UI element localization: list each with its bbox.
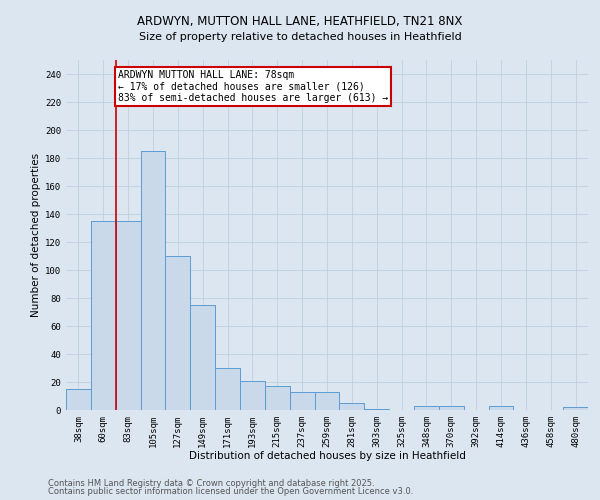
Bar [116, 221, 140, 410]
Text: Contains public sector information licensed under the Open Government Licence v3: Contains public sector information licen… [48, 487, 413, 496]
Text: ARDWYN MUTTON HALL LANE: 78sqm
← 17% of detached houses are smaller (126)
83% of: ARDWYN MUTTON HALL LANE: 78sqm ← 17% of … [118, 70, 388, 103]
X-axis label: Distribution of detached houses by size in Heathfield: Distribution of detached houses by size … [188, 452, 466, 462]
Bar [190, 305, 215, 410]
Bar [364, 408, 389, 410]
Bar [314, 392, 340, 410]
Bar [240, 380, 265, 410]
Bar [340, 403, 364, 410]
Bar [140, 151, 166, 410]
Bar [215, 368, 240, 410]
Bar [290, 392, 314, 410]
Bar [265, 386, 290, 410]
Bar [166, 256, 190, 410]
Text: Size of property relative to detached houses in Heathfield: Size of property relative to detached ho… [139, 32, 461, 42]
Text: ARDWYN, MUTTON HALL LANE, HEATHFIELD, TN21 8NX: ARDWYN, MUTTON HALL LANE, HEATHFIELD, TN… [137, 15, 463, 28]
Bar [66, 389, 91, 410]
Bar [488, 406, 514, 410]
Bar [414, 406, 439, 410]
Bar [439, 406, 464, 410]
Bar [563, 407, 588, 410]
Y-axis label: Number of detached properties: Number of detached properties [31, 153, 41, 317]
Bar [91, 221, 116, 410]
Text: Contains HM Land Registry data © Crown copyright and database right 2025.: Contains HM Land Registry data © Crown c… [48, 478, 374, 488]
